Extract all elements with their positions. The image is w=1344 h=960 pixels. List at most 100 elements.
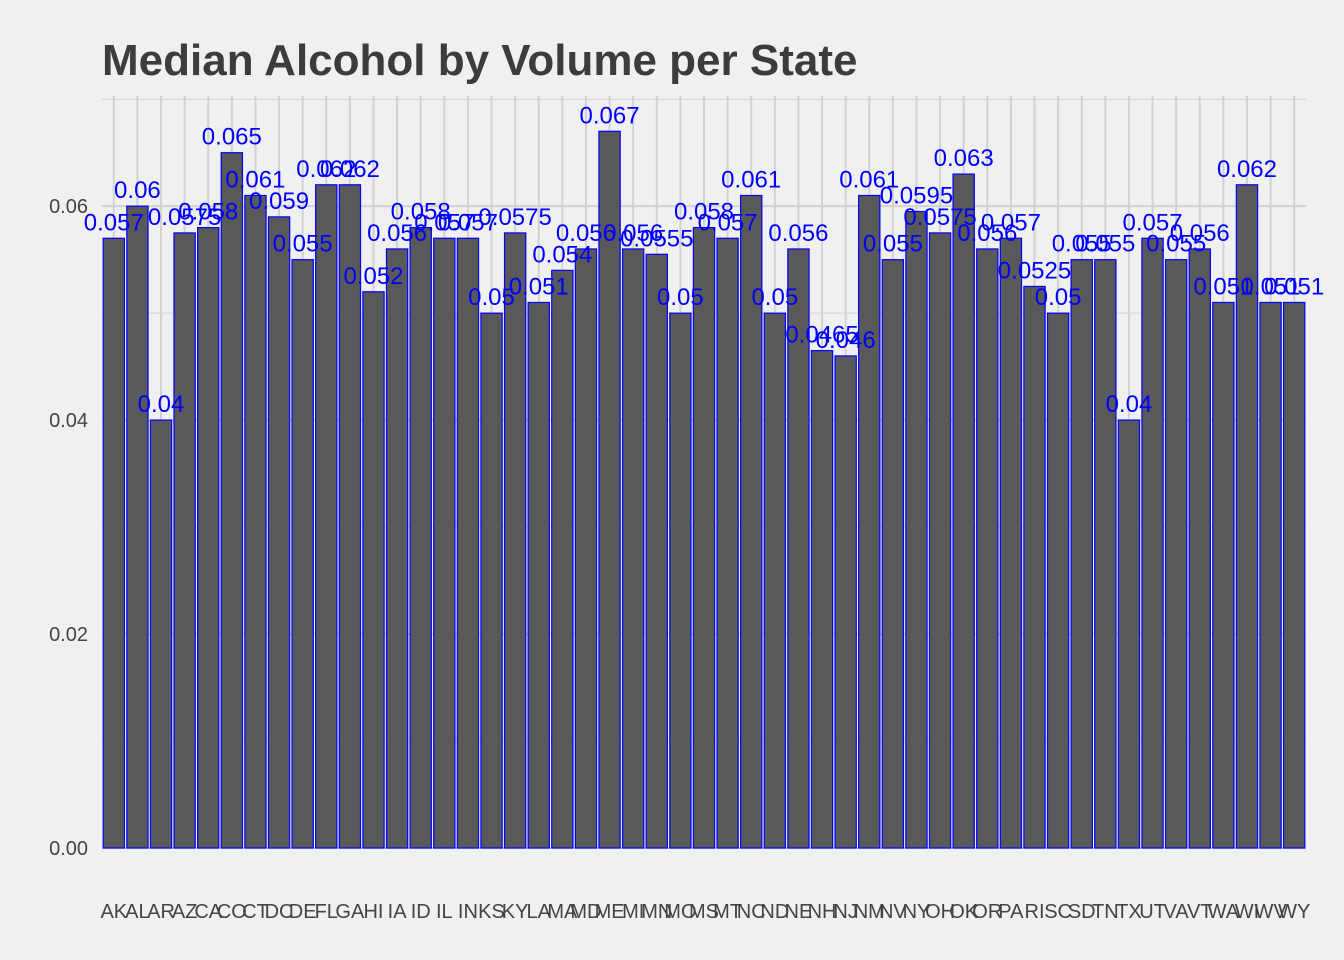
data-label: 0.058 (674, 199, 734, 226)
x-tick-label: AK (100, 901, 127, 923)
x-tick-label: WI (1235, 901, 1259, 923)
bar-nm (858, 194, 881, 849)
data-label: 0.062 (320, 156, 380, 183)
x-tick-label: HI (363, 901, 383, 923)
bars (102, 130, 1306, 849)
x-tick-label: DC (265, 901, 294, 923)
data-label: 0.0525 (998, 257, 1071, 284)
bar-mo (669, 312, 692, 849)
data-label: 0.051 (1264, 273, 1324, 300)
chart-title: Median Alcohol by Volume per State (102, 36, 857, 85)
data-label: 0.057 (414, 209, 474, 236)
data-label: 0.05 (1035, 284, 1082, 311)
bar-ca (197, 226, 220, 849)
x-tick-label: CT (242, 901, 269, 923)
x-tick-label: NE (785, 901, 813, 923)
x-tick-label: MI (622, 901, 644, 923)
bar-wa (1212, 301, 1235, 849)
x-tick-label: MD (570, 901, 601, 923)
bar-co (220, 152, 244, 849)
bar-nj (834, 355, 857, 849)
x-tick-label: NC (737, 901, 766, 923)
data-label: 0.0465 (785, 322, 858, 349)
bar-nc (739, 194, 763, 849)
data-label: 0.058 (178, 199, 238, 226)
data-label: 0.054 (532, 241, 592, 268)
x-tick-label: GA (335, 901, 365, 923)
bar-va (1164, 259, 1188, 849)
x-tick-label: MO (664, 901, 696, 923)
x-tick-label: SD (1068, 901, 1096, 923)
x-tick-label: VA (1164, 901, 1190, 923)
data-label: 0.062 (1217, 156, 1277, 183)
data-label: 0.05 (657, 284, 704, 311)
x-tick-label: IL (436, 901, 453, 923)
x-tick-label: OH (925, 901, 955, 923)
bar-me (598, 130, 621, 849)
data-label: 0.055 (273, 231, 333, 258)
data-label: 0.0575 (478, 204, 551, 231)
bar-mi (621, 248, 645, 849)
data-label: 0.057 (84, 209, 144, 236)
x-tick-label: KY (502, 901, 529, 923)
x-tick-label: WY (1278, 901, 1310, 923)
data-label: 0.056 (1170, 220, 1230, 247)
bar-hi (362, 291, 385, 849)
x-tick-label: ME (595, 901, 625, 923)
x-tick-label: WV (1254, 901, 1287, 923)
x-tick-label: AL (125, 901, 149, 923)
bar-ny (905, 210, 928, 849)
bar-fl (315, 184, 338, 849)
data-label: 0.056 (957, 220, 1017, 247)
bar-ia (385, 248, 409, 849)
data-label: 0.065 (202, 124, 262, 151)
bar-ne (787, 248, 810, 849)
x-tick-label: FL (315, 901, 338, 923)
data-label: 0.055 (1146, 231, 1206, 258)
bar-ar (149, 419, 173, 849)
bar-mt (716, 237, 739, 849)
bar-ky (503, 232, 527, 849)
x-tick-label: IA (388, 901, 408, 923)
bar-nv (881, 259, 905, 849)
bar-sd (1070, 259, 1093, 849)
data-label: 0.04 (1106, 391, 1153, 418)
data-label: 0.056 (603, 220, 663, 247)
bar-mn (645, 253, 669, 849)
bar-ct (244, 194, 267, 849)
x-tick-label: IN (458, 901, 478, 923)
x-tick-label: NJ (833, 901, 857, 923)
bar-la (527, 301, 550, 849)
x-tick-label: MS (689, 901, 719, 923)
data-label: 0.051 (1193, 273, 1253, 300)
x-tick-label: CO (217, 901, 247, 923)
bar-nh (810, 349, 834, 849)
bar-ri (1023, 285, 1046, 849)
x-tick-label: OR (972, 901, 1002, 923)
x-tick-label: MA (547, 901, 578, 923)
x-tick-label: RI (1025, 901, 1045, 923)
x-tick-label: NH (808, 901, 837, 923)
bar-md (574, 248, 598, 849)
data-label: 0.05 (751, 284, 798, 311)
bar-oh (928, 232, 952, 849)
x-tick-label: OK (949, 901, 979, 923)
data-labels: 0.0570.060.040.05750.0580.0650.0610.0590… (84, 102, 1324, 418)
bar-nd (763, 312, 787, 849)
data-label: 0.052 (343, 263, 403, 290)
data-label: 0.055 (1052, 231, 1112, 258)
bar-sc (1046, 312, 1070, 849)
x-tick-label: VT (1187, 901, 1213, 923)
x-tick-label: AZ (172, 901, 198, 923)
y-tick-label: 0.04 (49, 410, 88, 432)
data-label: 0.051 (1241, 273, 1301, 300)
data-label: 0.057 (1123, 209, 1183, 236)
bar-id (409, 226, 432, 849)
bar-in (456, 237, 480, 849)
x-tick-label: NM (854, 901, 885, 923)
data-label: 0.056 (556, 220, 616, 247)
data-label: 0.057 (698, 209, 758, 236)
data-label: 0.055 (1075, 231, 1135, 258)
